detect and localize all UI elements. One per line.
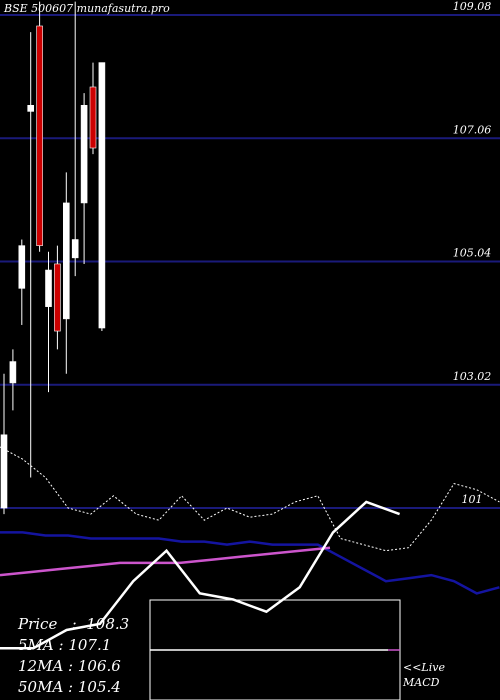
legend-price: Price : 108.3 (18, 615, 130, 633)
macd-label-block: <<Live MACD (403, 660, 445, 690)
candle-body (36, 25, 43, 246)
legend-ma12-label: 12MA (18, 657, 64, 675)
live-label: <<Live (403, 661, 445, 674)
legend-price-label: Price (18, 615, 58, 633)
legend-ma50-value: 105.4 (77, 678, 121, 696)
legend-ma5: 5MA : 107.1 (18, 636, 112, 654)
candle-body (98, 62, 106, 329)
legend-ma50-label: 50MA (18, 678, 64, 696)
legend-ma50: 50MA : 105.4 (18, 678, 121, 696)
candle-body (27, 105, 35, 112)
legend-ma12: 12MA : 106.6 (18, 657, 121, 675)
y-tick-label: 107.06 (453, 123, 492, 136)
candle-body (0, 434, 8, 509)
ma-fast-line (0, 446, 500, 552)
macd-label: MACD (403, 676, 440, 689)
candle-body (71, 239, 79, 259)
legend-price-value: 108.3 (86, 615, 130, 633)
stock-label: BSE 500607 munafasutra.pro (4, 2, 170, 15)
y-tick-label: 103.02 (453, 370, 492, 383)
candle-body (89, 86, 97, 149)
candle-body (54, 263, 61, 332)
candle-body (80, 105, 88, 204)
candle-body (62, 202, 70, 320)
legend-ma12-value: 106.6 (77, 657, 121, 675)
candle-body (9, 361, 17, 384)
y-tick-label: 101 (462, 493, 483, 506)
legend-ma5-value: 107.1 (68, 636, 112, 654)
y-tick-label: 105.04 (453, 247, 492, 260)
candle-body (18, 245, 26, 289)
legend-ma5-label: 5MA (18, 636, 54, 654)
ma-slow-line (0, 546, 331, 577)
price-line (0, 500, 401, 650)
y-tick-label: 109.08 (453, 0, 492, 13)
ma-mid-line (0, 531, 500, 595)
indicator-legend: Price : 108.3 5MA : 107.1 12MA : 106.6 5… (18, 614, 129, 698)
candle-body (45, 269, 52, 307)
